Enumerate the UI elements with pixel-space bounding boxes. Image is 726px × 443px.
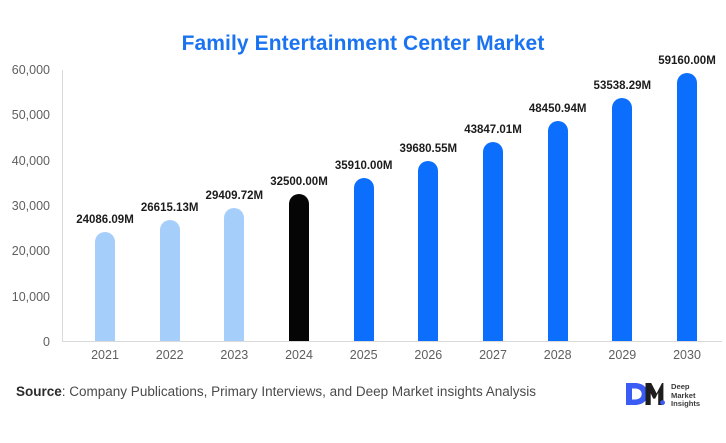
chart-title: Family Entertainment Center Market (181, 32, 545, 55)
y-axis-tick-label: 50,000 (11, 108, 50, 123)
bar[interactable] (289, 193, 309, 341)
plot-area: 0 10,000 20,000 30,000 40,000 50,000 60,000 24… (12, 55, 722, 349)
bar-slot: 59160.00M (658, 55, 716, 341)
bar-value-label: 32500.00M (270, 175, 328, 188)
bar[interactable] (612, 98, 633, 341)
bar[interactable] (677, 72, 697, 341)
bar[interactable] (418, 161, 439, 341)
bar-value-label: 53538.29M (593, 80, 652, 93)
x-axis-tick-label: 2023 (220, 348, 249, 362)
bar-value-label: 29409.72M (205, 189, 264, 202)
bar[interactable] (353, 178, 374, 341)
x-axis-tick-label: 2028 (543, 348, 572, 362)
bar[interactable] (547, 121, 568, 341)
y-axis-tick-label: 30,000 (11, 199, 50, 213)
dm-monogram-icon (624, 381, 666, 412)
x-axis-tick-label: 2021 (91, 348, 119, 362)
bar-value-label: 24086.09M (76, 213, 134, 226)
y-axis-line (62, 70, 63, 342)
y-axis-tick-label: 20,000 (11, 244, 50, 259)
bar-slot: 26615.13M (141, 69, 199, 341)
bar-value-label: 26615.13M (140, 202, 199, 215)
source-text: : Company Publications, Primary Intervie… (61, 384, 536, 399)
bar-value-label: 43847.01M (464, 124, 522, 137)
source-label: Source (16, 384, 62, 399)
bar[interactable] (224, 207, 245, 341)
bar-slot: 29409.72M (205, 69, 263, 341)
bar-slot: 24086.09M (76, 69, 134, 341)
x-axis-tick-label: 2029 (608, 348, 637, 362)
bar-slot: 43847.01M (464, 69, 522, 341)
bar-slot: 32500.00M (270, 69, 328, 341)
y-axis-tick-label: 0 (43, 335, 50, 349)
deep-market-insights-logo: Deep Market Insights (624, 379, 716, 413)
source-note: Source: Company Publications, Primary In… (16, 384, 536, 399)
logo-wordmark: Deep Market Insights (671, 383, 700, 409)
logo-line-2: Market (671, 390, 696, 400)
bar-value-label: 48450.94M (528, 103, 587, 116)
bar-value-label: 35910.00M (334, 160, 393, 173)
x-axis-tick-label: 2027 (479, 348, 507, 362)
logo-line-3: Insights (671, 399, 701, 409)
bar[interactable] (95, 231, 115, 341)
bar-slot: 39680.55M (399, 69, 457, 341)
bar-slot: 35910.00M (335, 69, 393, 341)
bar[interactable] (483, 142, 503, 341)
bar-slot: 48450.94M (529, 69, 587, 341)
x-axis-tick-label: 2025 (349, 348, 378, 362)
logo-line-1: Deep (671, 382, 690, 392)
x-axis-line (62, 341, 722, 342)
y-axis-tick-label: 60,000 (11, 63, 50, 77)
bar[interactable] (159, 220, 180, 341)
x-axis-tick-label: 2026 (414, 348, 443, 362)
x-axis-tick-label: 2024 (285, 348, 313, 362)
bar-value-label: 39680.55M (399, 143, 458, 156)
y-axis-tick-label: 10,000 (11, 289, 50, 304)
x-axis-tick-label: 2030 (673, 348, 701, 362)
y-axis-tick-label: 40,000 (11, 153, 50, 168)
x-axis-tick-label: 2022 (155, 348, 184, 362)
bar-slot: 53538.29M (593, 69, 651, 341)
bar-value-label: 59160.00M (658, 54, 716, 67)
